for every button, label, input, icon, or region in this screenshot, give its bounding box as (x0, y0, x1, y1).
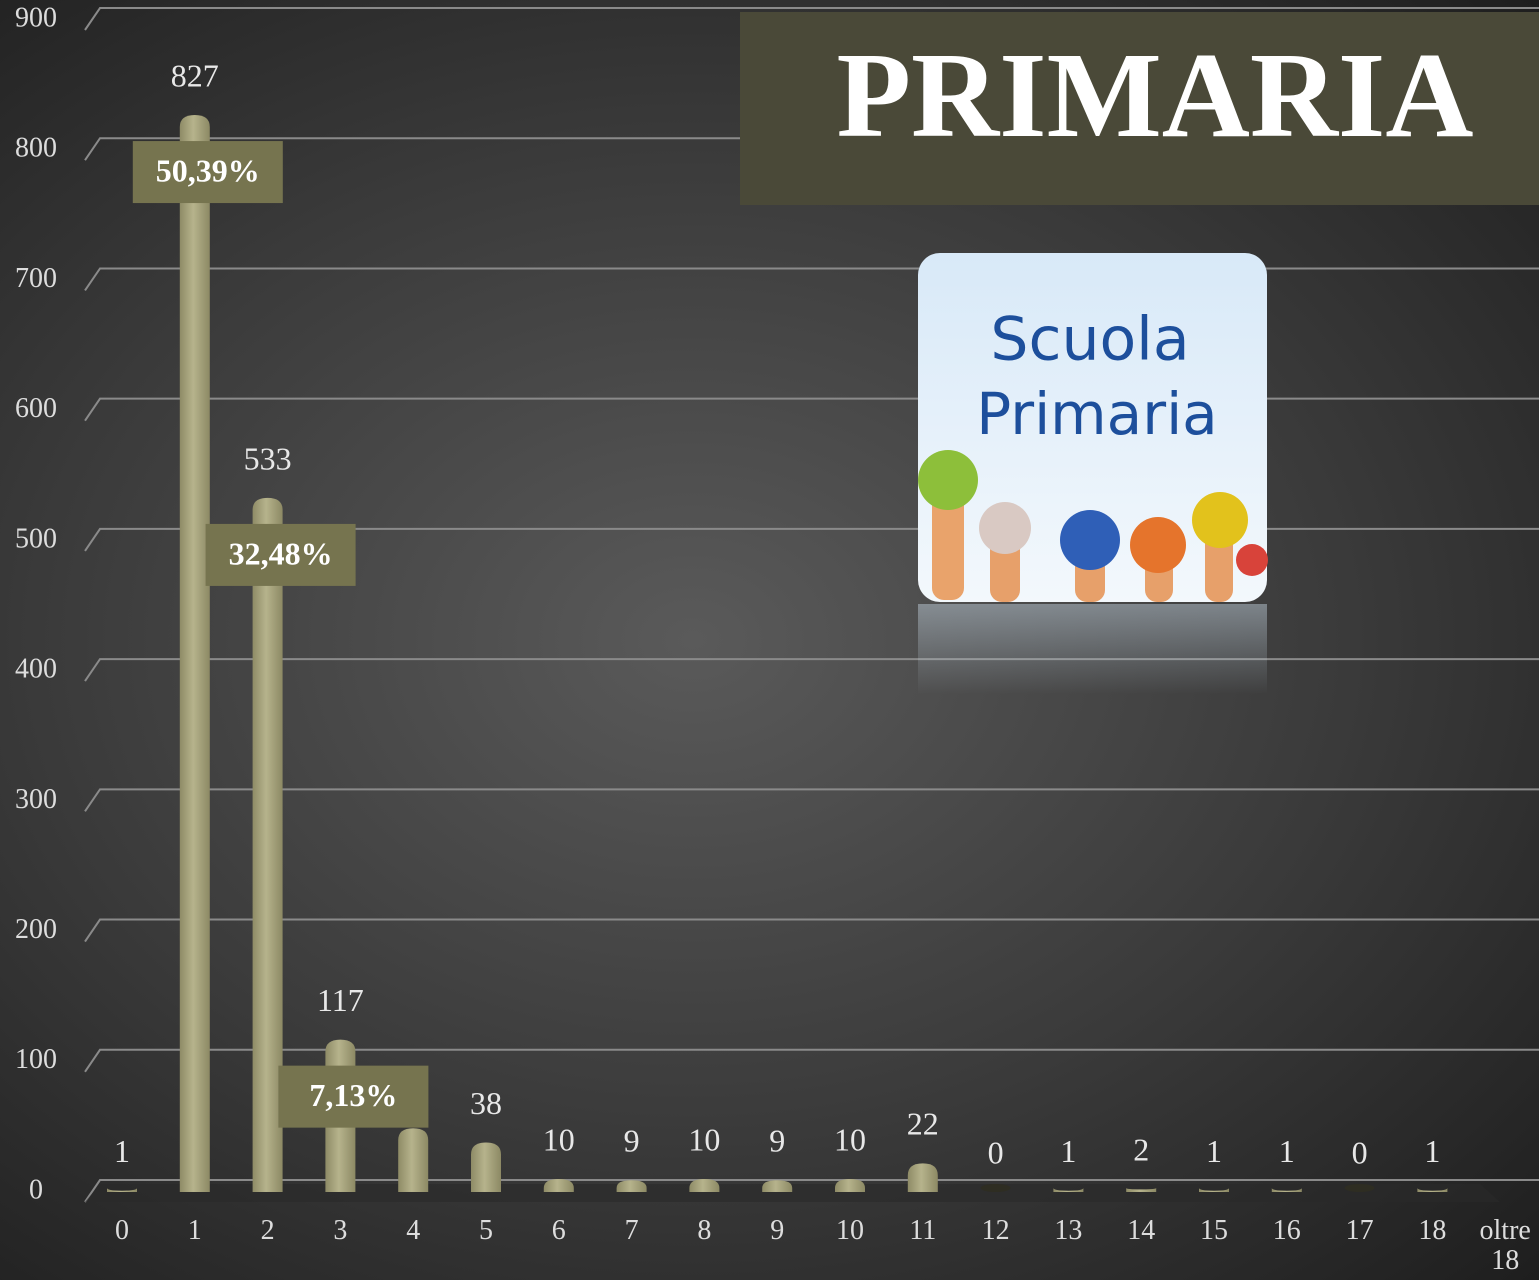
bar (981, 1184, 1011, 1192)
x-tick-label: 9 (745, 1216, 809, 1246)
chart: PRIMARIA Scuola Primaria 010020030040050… (0, 0, 1539, 1280)
value-label: 1 (1279, 1133, 1295, 1169)
annotation: 32,48% (229, 535, 333, 571)
x-tick-label: 4 (381, 1216, 445, 1246)
x-tick-label: oltre 18 (1473, 1216, 1537, 1276)
value-label: 0 (988, 1134, 1004, 1170)
value-label: 10 (688, 1121, 720, 1157)
bar (835, 1179, 865, 1192)
x-tick-label: 14 (1109, 1216, 1173, 1246)
bar (180, 115, 210, 1192)
y-tick-label: 100 (15, 1044, 57, 1075)
y-tick-label: 500 (15, 523, 57, 554)
grid-line (85, 789, 1539, 811)
bar (617, 1180, 647, 1192)
bar (1345, 1184, 1375, 1192)
x-tick-label: 18 (1400, 1216, 1464, 1246)
x-tick-label: 16 (1255, 1216, 1319, 1246)
bar (544, 1179, 574, 1192)
bar (398, 1128, 428, 1192)
value-label: 9 (769, 1123, 785, 1159)
x-tick-label: 10 (818, 1216, 882, 1246)
value-label: 1 (1060, 1133, 1076, 1169)
grid-line (85, 268, 1539, 290)
floor (85, 1184, 1500, 1202)
value-label: 117 (317, 982, 364, 1018)
annotation: 50,39% (156, 152, 260, 188)
bar (471, 1143, 501, 1192)
value-label: 22 (907, 1106, 939, 1142)
grid-line (85, 399, 1539, 421)
y-tick-label: 200 (15, 914, 57, 945)
value-label: 0 (1352, 1134, 1368, 1170)
x-tick-label: 8 (672, 1216, 736, 1246)
value-label: 2 (1133, 1132, 1149, 1168)
x-tick-label: 11 (891, 1216, 955, 1246)
x-tick-label: 15 (1182, 1216, 1246, 1246)
annotation: 7,13% (309, 1077, 397, 1113)
y-tick-label: 400 (15, 654, 57, 685)
value-label: 1 (114, 1133, 130, 1169)
badge-line2: Primaria (976, 380, 1217, 448)
value-label: 38 (470, 1085, 502, 1121)
value-label: 1 (1206, 1133, 1222, 1169)
value-label: 9 (624, 1123, 640, 1159)
bar (762, 1180, 792, 1192)
value-label: 10 (543, 1121, 575, 1157)
value-label: 533 (244, 440, 292, 476)
bar (689, 1179, 719, 1192)
grid-line (85, 659, 1539, 681)
x-tick-label: 5 (454, 1216, 518, 1246)
x-tick-label: 1 (163, 1216, 227, 1246)
x-tick-label: 12 (964, 1216, 1028, 1246)
grid-line (85, 920, 1539, 942)
y-tick-label: 600 (15, 393, 57, 424)
x-tick-label: 6 (527, 1216, 591, 1246)
page: PRIMARIA Scuola Primaria 010020030040050… (0, 0, 1539, 1280)
value-label: 827 (171, 57, 219, 93)
x-tick-label: 3 (308, 1216, 372, 1246)
y-tick-label: 800 (15, 133, 57, 164)
x-tick-label: 2 (236, 1216, 300, 1246)
chart-title: PRIMARIA (836, 28, 1473, 163)
x-tick-label: 13 (1036, 1216, 1100, 1246)
value-label: 1 (1424, 1133, 1440, 1169)
badge: Scuola Primaria (918, 253, 1268, 694)
y-tick-label: 900 (15, 2, 57, 33)
bar (253, 498, 283, 1192)
bar (908, 1163, 938, 1192)
x-tick-label: 0 (90, 1216, 154, 1246)
badge-line1: Scuola (990, 305, 1189, 375)
y-tick-label: 0 (29, 1174, 43, 1205)
y-tick-label: 300 (15, 784, 57, 815)
x-tick-label: 17 (1328, 1216, 1392, 1246)
badge-reflection (918, 604, 1267, 694)
y-tick-label: 700 (15, 263, 57, 294)
x-tick-label: 7 (600, 1216, 664, 1246)
value-label: 10 (834, 1121, 866, 1157)
